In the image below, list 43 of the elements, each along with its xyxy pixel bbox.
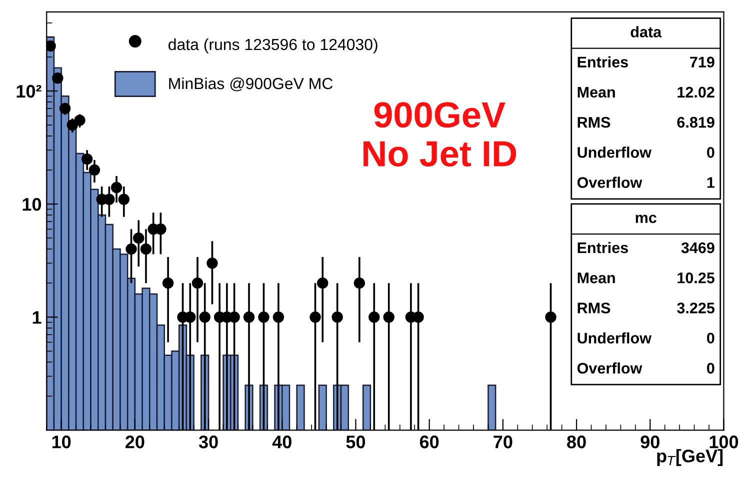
point [354, 277, 366, 289]
point [140, 243, 152, 255]
point [184, 312, 196, 323]
point [545, 312, 556, 323]
point [118, 194, 130, 205]
point [74, 114, 86, 126]
legend-label: data (runs 123596 to 124030) [168, 38, 378, 54]
point [192, 277, 204, 289]
point [162, 277, 174, 289]
x-tick-label: 80 [567, 436, 586, 448]
point [206, 258, 218, 269]
point [310, 312, 321, 323]
x-tick-label: 50 [346, 436, 366, 448]
y-tick-label: 1 [32, 311, 42, 324]
point [368, 312, 380, 323]
y-tick-label: 10 [22, 198, 42, 211]
x-tick-label: 20 [126, 436, 144, 448]
point [133, 232, 144, 244]
x-tick-label: 100 [710, 436, 738, 448]
point [88, 164, 100, 176]
point [110, 182, 122, 194]
x-tick-label: 30 [198, 436, 218, 448]
point [126, 243, 137, 255]
x-tick-label: 90 [640, 436, 660, 448]
x-axis-title: p$_{T}$[GeV] [657, 449, 723, 466]
text: mc Entries 3469 Mean 10.25 RMS 3.225 Underflow 0 Overflow 0 [577, 214, 714, 374]
annotation: 900GeV No Jet ID [364, 102, 516, 167]
x-tick-label: 40 [272, 436, 292, 448]
legend-label: MinBias @900GeV MC [169, 77, 333, 92]
point [332, 312, 343, 323]
x-tick-label: 10 [52, 436, 71, 448]
point [199, 312, 210, 323]
point [52, 72, 64, 84]
x-tick-label: 60 [420, 436, 439, 448]
point [81, 153, 93, 165]
point [317, 277, 328, 289]
x-tick-label: 70 [494, 436, 512, 448]
point [272, 312, 284, 323]
point [258, 312, 270, 323]
y-tick-label: 10² [16, 84, 42, 98]
point [59, 102, 71, 114]
point [383, 312, 394, 323]
point [243, 312, 255, 323]
